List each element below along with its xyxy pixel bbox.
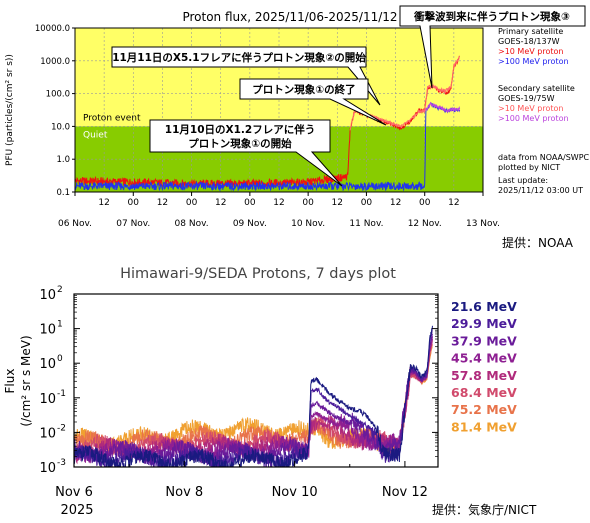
x-minor-label: 00 bbox=[186, 198, 198, 208]
y-tick-label: 100.0 bbox=[46, 90, 70, 100]
y-tick-exponent: -2 bbox=[57, 423, 66, 433]
himawari-x-ticks: Nov 6 Nov 8 Nov 10 Nov 12 bbox=[55, 461, 428, 500]
x-tick-label: 08 Nov. bbox=[175, 219, 209, 229]
x-tick-label: Nov 10 bbox=[272, 485, 318, 500]
x-minor-label: 12 bbox=[157, 198, 168, 208]
y-tick-label: 10 bbox=[39, 426, 56, 441]
legend-primary-100mev: >100 MeV proton bbox=[498, 57, 569, 66]
x-minor-label: 00 bbox=[419, 198, 431, 208]
y-tick-label: 10 bbox=[39, 323, 56, 338]
noaa-y-label: PFU (particles/(cm² sr s)) bbox=[5, 54, 15, 166]
himawari-legend: 21.6 MeV 29.9 MeV 37.9 MeV 45.4 MeV 57.8 MeV… bbox=[451, 299, 517, 434]
x-tick-label: 11 Nov. bbox=[349, 219, 383, 229]
legend-source-2: plotted by NICT bbox=[498, 163, 560, 172]
himawari-series-line-0 bbox=[74, 325, 433, 467]
x-minor-label: 12 bbox=[215, 198, 226, 208]
x-minor-label: 00 bbox=[128, 198, 140, 208]
x-minor-label: 00 bbox=[361, 198, 373, 208]
y-tick-exponent: 0 bbox=[57, 354, 63, 364]
y-tick-exponent: 1 bbox=[57, 320, 63, 330]
legend-secondary-10mev: >10 MeV proton bbox=[498, 104, 563, 113]
x-minor-label: 12 bbox=[332, 198, 343, 208]
x-tick-label: 13 Nov. bbox=[466, 219, 500, 229]
x-tick-label: Nov 12 bbox=[382, 485, 428, 500]
himawari-credit: 提供：気象庁/NICT bbox=[432, 502, 537, 517]
y-tick-label: 1000.0 bbox=[40, 57, 70, 67]
x-tick-label: 10 Nov. bbox=[291, 219, 325, 229]
annotation-event-1-start-line1: 11月10日のX1.2フレアに伴う bbox=[165, 123, 315, 136]
x-minor-label: 12 bbox=[390, 198, 401, 208]
y-tick-label: 0.1 bbox=[56, 188, 70, 198]
noaa-series-line-3 bbox=[425, 101, 461, 114]
legend-update-1: Last update: bbox=[498, 176, 548, 185]
noaa-series-line-1 bbox=[75, 102, 461, 192]
band-label-1: Quiet bbox=[83, 130, 108, 140]
noaa-title: Proton flux, 2025/11/06-2025/11/12 bbox=[182, 10, 397, 24]
noaa-legend: Primary satellite GOES-18/137W >10 MeV p… bbox=[498, 27, 590, 195]
himawari-plot-frame bbox=[73, 293, 439, 468]
x-minor-label: 00 bbox=[244, 198, 256, 208]
y-tick-label: 10 bbox=[39, 461, 56, 476]
y-tick-exponent: -1 bbox=[57, 389, 66, 399]
legend-primary-10mev: >10 MeV proton bbox=[498, 47, 563, 56]
legend-secondary-100mev: >100 MeV proton bbox=[498, 114, 569, 123]
x-minor-label: 12 bbox=[448, 198, 459, 208]
legend-item-3: 45.4 MeV bbox=[451, 351, 517, 366]
x-tick-label: Nov 8 bbox=[165, 485, 203, 500]
himawari-year-label: 2025 bbox=[60, 503, 93, 518]
y-tick-label: 10.0 bbox=[51, 122, 70, 132]
x-minor-label: 12 bbox=[273, 198, 284, 208]
legend-item-6: 75.2 MeV bbox=[451, 402, 517, 417]
x-tick-label: 07 Nov. bbox=[116, 219, 150, 229]
legend-primary-sat: GOES-18/137W bbox=[498, 37, 560, 46]
noaa-credit: 提供：NOAA bbox=[502, 235, 574, 250]
legend-item-5: 68.4 MeV bbox=[451, 385, 517, 400]
annotation-event-3: 衝撃波到来に伴うプロトン現象③ bbox=[413, 10, 570, 23]
annotation-event-2-start: 11月11日のX5.1フレアに伴うプロトン現象②の開始 bbox=[112, 51, 366, 64]
legend-item-4: 57.8 MeV bbox=[451, 368, 517, 383]
noaa-y-ticks: 0.1 1.0 10.0 100.0 1000.0 10000.0 bbox=[35, 24, 75, 198]
y-tick-exponent: 2 bbox=[57, 285, 63, 295]
noaa-plot-frame bbox=[74, 27, 484, 193]
noaa-series bbox=[75, 55, 461, 192]
y-tick-label: 10 bbox=[39, 288, 56, 303]
y-tick-exponent: -3 bbox=[57, 458, 66, 468]
x-tick-label: 09 Nov. bbox=[233, 219, 267, 229]
himawari-y-label-line2: (/cm² sr s MeV) bbox=[19, 335, 33, 426]
noaa-annotations: 衝撃波到来に伴うプロトン現象③ 11月11日のX5.1フレアに伴うプロトン現象②… bbox=[111, 5, 586, 187]
legend-item-2: 37.9 MeV bbox=[451, 333, 517, 348]
x-minor-label: 00 bbox=[302, 198, 314, 208]
legend-source-1: data from NOAA/SWPC bbox=[498, 153, 590, 162]
x-tick-label: 12 Nov. bbox=[408, 219, 442, 229]
himawari-series bbox=[74, 325, 433, 467]
annotation-event-1-start-line2: プロトン現象①の開始 bbox=[188, 137, 292, 150]
noaa-chart: Proton flux, 2025/11/06-2025/11/12 Proto… bbox=[5, 5, 590, 250]
legend-item-0: 21.6 MeV bbox=[451, 299, 517, 314]
annotation-event-1-end: プロトン現象①の終了 bbox=[252, 83, 355, 96]
x-tick-label: Nov 6 bbox=[55, 485, 93, 500]
legend-secondary-title: Secondary satellite bbox=[498, 84, 575, 93]
band-label-0: Proton event bbox=[83, 113, 141, 123]
himawari-y-label-line1: Flux bbox=[3, 369, 17, 394]
legend-secondary-sat: GOES-19/75W bbox=[498, 94, 555, 103]
x-minor-label: 12 bbox=[98, 198, 109, 208]
y-tick-label: 1.0 bbox=[56, 155, 70, 165]
x-tick-label: 06 Nov. bbox=[58, 219, 92, 229]
y-tick-label: 10000.0 bbox=[35, 24, 70, 34]
legend-item-7: 81.4 MeV bbox=[451, 419, 517, 434]
y-tick-label: 10 bbox=[39, 392, 56, 407]
himawari-title: Himawari-9/SEDA Protons, 7 days plot bbox=[120, 266, 396, 282]
legend-primary-title: Primary satellite bbox=[498, 27, 563, 36]
legend-update-2: 2025/11/12 03:00 UT bbox=[498, 186, 583, 195]
noaa-x-ticks: 06 Nov. 12 07 Nov. 00 12 08 Nov. 00 12 09 Nov. 00… bbox=[58, 192, 500, 229]
y-tick-label: 10 bbox=[39, 357, 56, 372]
himawari-chart: Himawari-9/SEDA Protons, 7 days plot 10 2… bbox=[3, 266, 537, 518]
legend-item-1: 29.9 MeV bbox=[451, 316, 517, 331]
